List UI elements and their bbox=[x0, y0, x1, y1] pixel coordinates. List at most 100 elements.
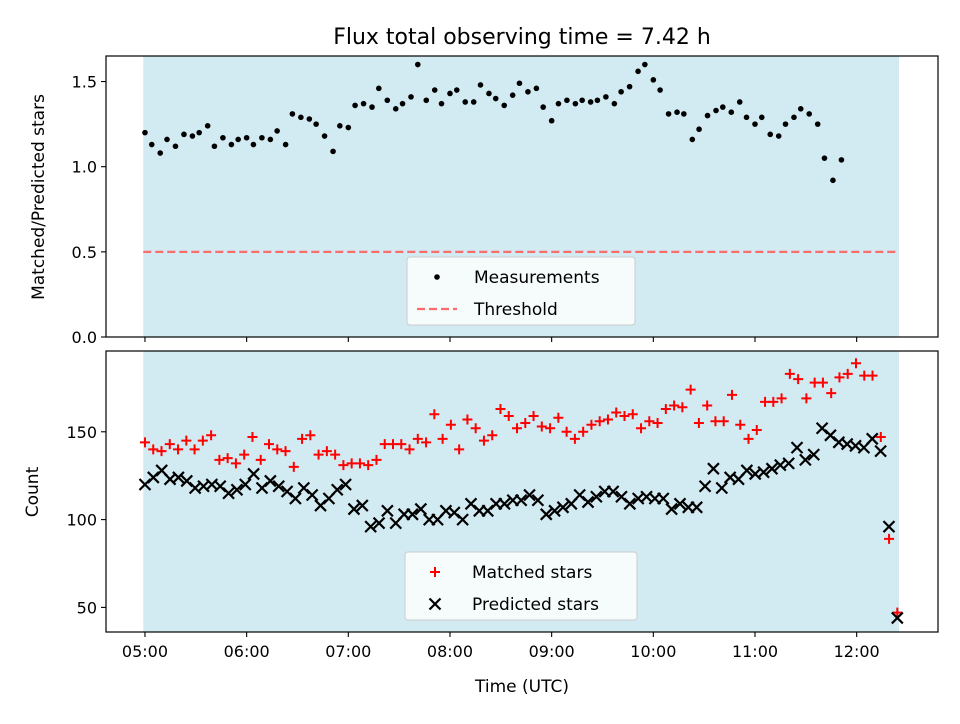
matched-star-point bbox=[586, 419, 597, 430]
predicted-star-point bbox=[305, 488, 319, 502]
measurement-point bbox=[337, 123, 343, 129]
measurement-point bbox=[369, 104, 375, 110]
measurement-point bbox=[157, 150, 164, 156]
matched-star-point bbox=[272, 444, 283, 455]
predicted-star-point bbox=[531, 494, 545, 507]
x-tick-label: 10:00 bbox=[630, 642, 676, 661]
bottom-axes-frame bbox=[105, 350, 939, 633]
measurement-point bbox=[611, 100, 618, 107]
x-tick-label: 06:00 bbox=[224, 642, 270, 661]
measurement-point bbox=[767, 131, 774, 138]
predicted-star-point bbox=[222, 486, 235, 500]
y-tick-label: 1.0 bbox=[72, 158, 97, 177]
matched-star-point bbox=[222, 453, 233, 464]
predicted-star-point bbox=[548, 504, 561, 518]
matched-star-point bbox=[669, 400, 680, 411]
predicted-star-point bbox=[414, 502, 428, 516]
measurement-point bbox=[470, 99, 477, 105]
matched-star-point bbox=[230, 458, 241, 469]
measurement-point bbox=[665, 111, 672, 117]
measurement-point bbox=[211, 143, 218, 150]
bottom-y-ticks: 50 100 150 bbox=[66, 423, 106, 617]
measurement-point bbox=[384, 97, 391, 104]
predicted-star-point bbox=[707, 462, 720, 475]
measurement-point bbox=[313, 121, 319, 127]
matched-star-point bbox=[693, 418, 704, 429]
matched-star-point bbox=[793, 374, 804, 385]
measurement-point bbox=[548, 117, 555, 124]
matched-star-point bbox=[677, 402, 688, 413]
measurement-point bbox=[376, 85, 382, 92]
measurement-point bbox=[360, 100, 367, 107]
predicted-star-point bbox=[539, 508, 553, 521]
measurement-point bbox=[243, 134, 250, 141]
bottom-y-axis-label: Count bbox=[23, 466, 43, 517]
measurement-point bbox=[148, 141, 155, 148]
matched-star-point bbox=[751, 425, 762, 436]
predicted-star-point bbox=[606, 485, 620, 498]
matched-star-point bbox=[478, 435, 489, 446]
matched-star-point bbox=[206, 430, 217, 441]
measurement-point bbox=[282, 141, 289, 148]
predicted-star-point bbox=[656, 492, 670, 505]
predicted-star-point bbox=[498, 497, 511, 511]
predicted-star-point bbox=[364, 520, 377, 533]
measurement-point bbox=[204, 123, 211, 129]
x-tick-label: 11:00 bbox=[732, 642, 778, 661]
matched-star-point bbox=[512, 423, 523, 434]
matched-star-point bbox=[181, 435, 192, 446]
measurement-point bbox=[189, 133, 196, 139]
matched-star-point bbox=[404, 444, 415, 455]
matched-star-point bbox=[801, 393, 812, 404]
measurement-point bbox=[447, 90, 453, 97]
panel-top: 0.0 0.5 1.0 1.5 Measurements Threshold bbox=[72, 55, 939, 347]
predicted-star-point bbox=[790, 441, 804, 454]
matched-star-point bbox=[495, 403, 506, 414]
measurement-point bbox=[635, 68, 641, 75]
x-axis-label: Time (UTC) bbox=[474, 677, 569, 697]
matched-star-point bbox=[718, 416, 729, 427]
matched-star-point bbox=[214, 454, 225, 465]
matched-star-point bbox=[305, 430, 316, 441]
measurement-point bbox=[172, 143, 179, 150]
measurement-point bbox=[696, 126, 702, 133]
measurement-point bbox=[752, 121, 758, 127]
measurement-point bbox=[782, 121, 789, 127]
measurement-point bbox=[555, 100, 562, 107]
predicted-star-point bbox=[272, 479, 286, 493]
measurement-point bbox=[830, 177, 836, 184]
measurement-point bbox=[399, 100, 406, 107]
measurement-point bbox=[579, 97, 585, 104]
legend-matched-swatch bbox=[430, 567, 440, 577]
measurement-point bbox=[572, 100, 579, 107]
measurement-point bbox=[594, 97, 601, 104]
measurement-point bbox=[164, 136, 170, 143]
matched-star-point bbox=[412, 433, 423, 444]
matched-star-point bbox=[148, 444, 159, 455]
matched-star-point bbox=[619, 410, 630, 421]
legend-measurement-swatch bbox=[434, 274, 440, 280]
measurement-point bbox=[791, 114, 797, 121]
y-tick-label: 150 bbox=[66, 423, 97, 442]
matched-star-point bbox=[867, 370, 878, 381]
legend-label: Measurements bbox=[474, 268, 600, 288]
measurement-point bbox=[704, 112, 711, 119]
predicted-star-point bbox=[239, 478, 252, 491]
measurement-point bbox=[806, 111, 813, 117]
bottom-legend: Matched stars Predicted stars bbox=[404, 551, 638, 621]
legend-label: Matched stars bbox=[472, 563, 592, 583]
bottom-x-ticks: 05:00 06:00 07:00 08:00 09:00 10:00 11:00 12:00 bbox=[122, 632, 880, 661]
matched-star-point bbox=[313, 449, 324, 460]
matched-star-point bbox=[421, 437, 432, 448]
y-tick-label: 50 bbox=[77, 598, 97, 617]
matched-star-point bbox=[553, 412, 564, 423]
predicted-star-point bbox=[381, 504, 394, 518]
panel-bottom: 05:00 06:00 07:00 08:00 09:00 10:00 11:00 12:00… bbox=[66, 350, 939, 661]
matched-star-point bbox=[454, 444, 465, 455]
measurement-point bbox=[235, 136, 241, 143]
predicted-star-point bbox=[665, 502, 678, 516]
measurement-point bbox=[821, 155, 828, 161]
legend-box bbox=[406, 256, 636, 326]
measurement-point bbox=[492, 95, 499, 102]
matched-star-point bbox=[330, 449, 341, 460]
